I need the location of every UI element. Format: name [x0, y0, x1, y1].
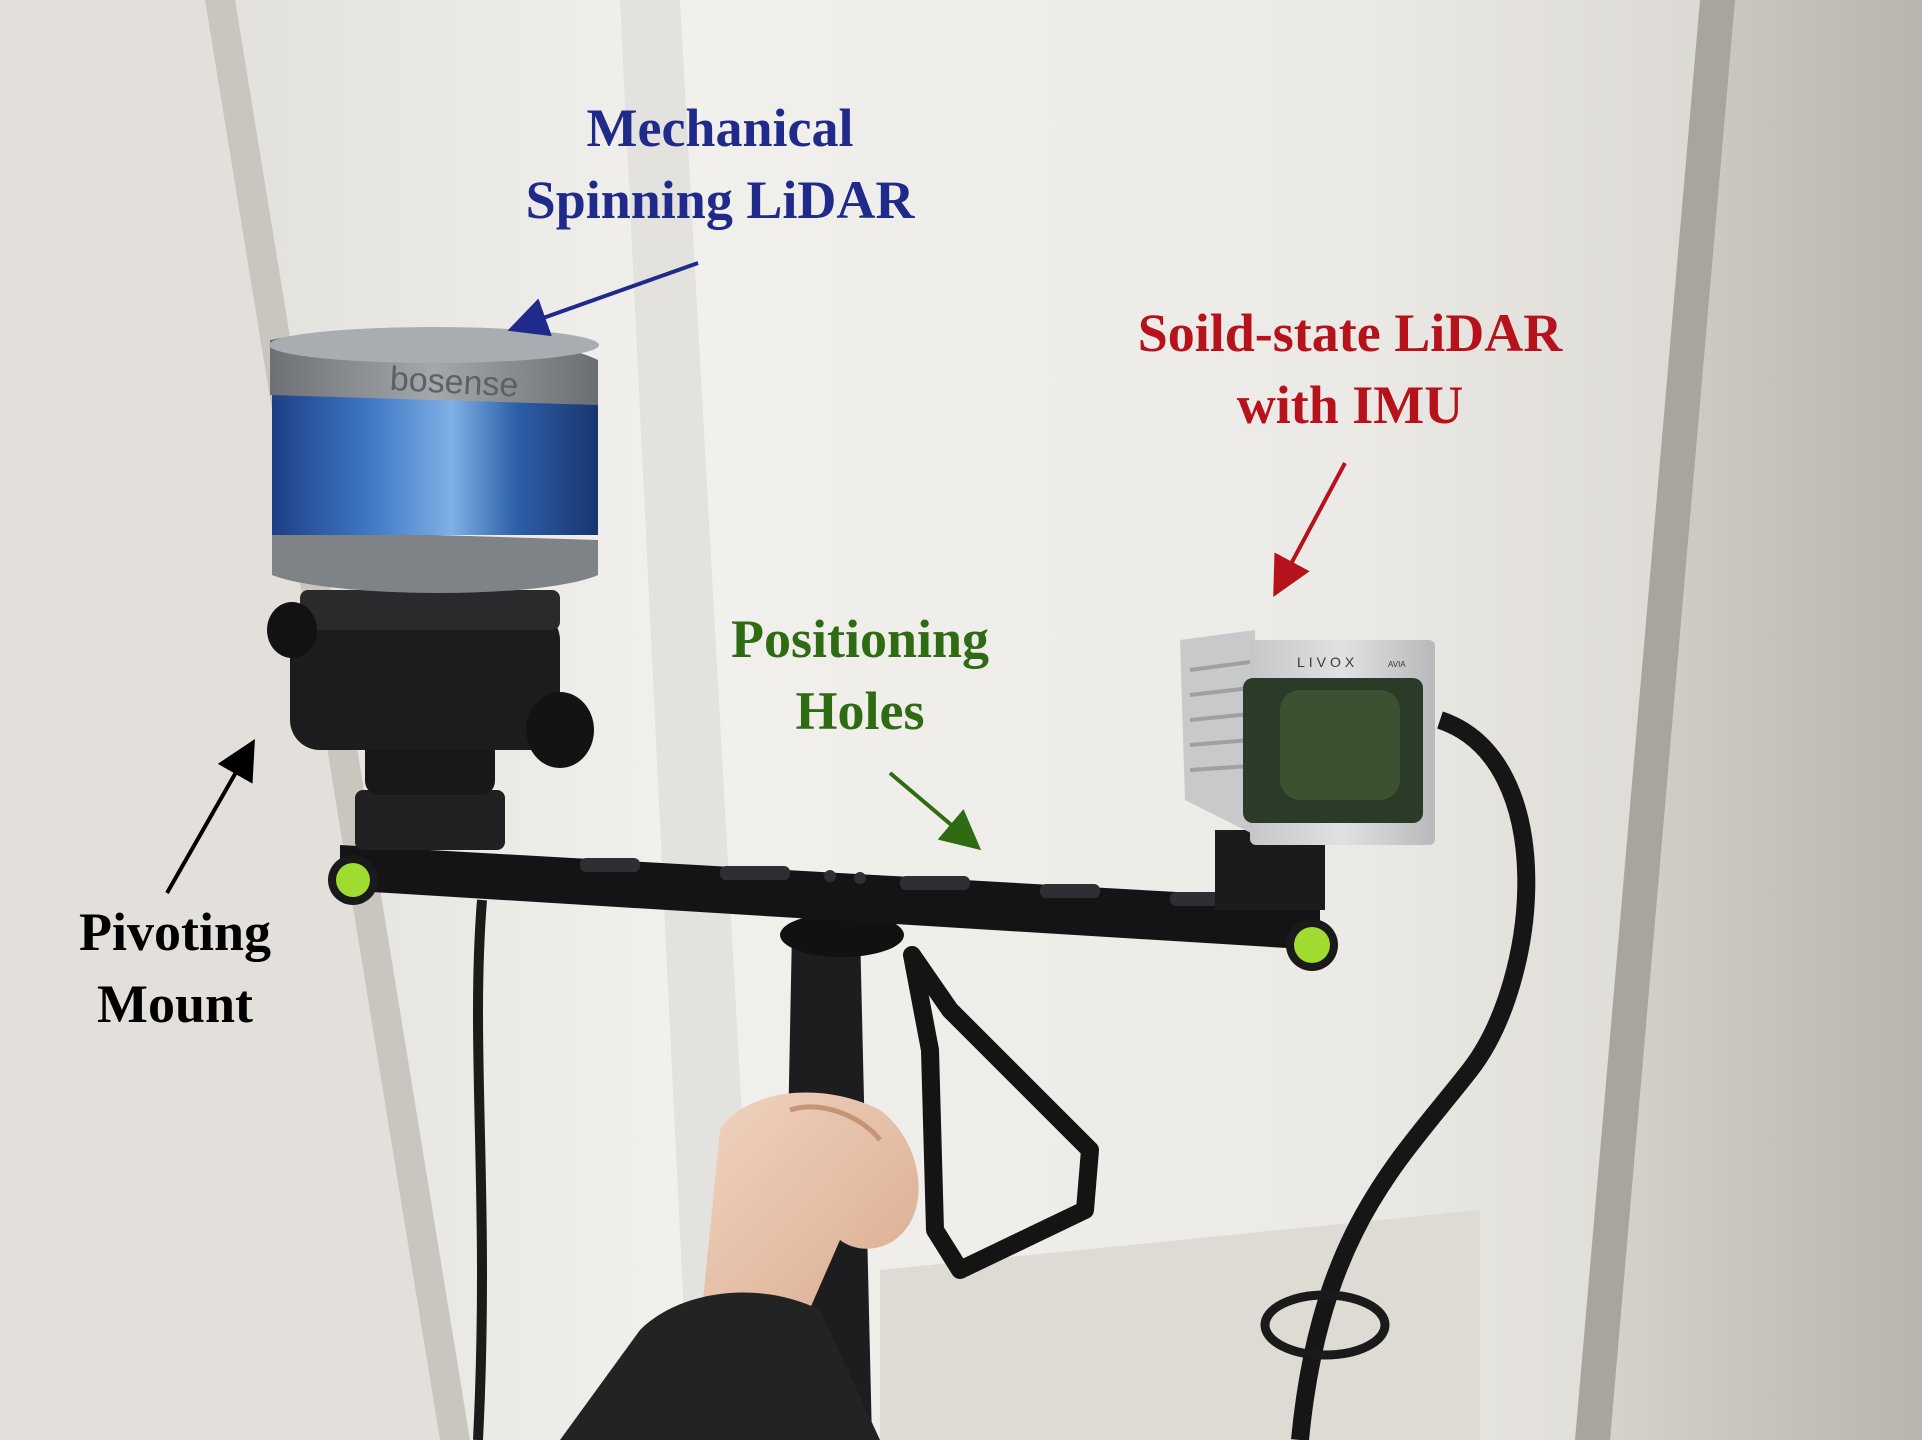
left-wall-panel	[0, 0, 450, 1440]
bubble-level-left	[328, 855, 378, 905]
pivoting-mount-arrow	[165, 739, 255, 894]
spinning-lidar-brand-text: bosense	[389, 360, 519, 405]
livox-window-reflection	[1280, 690, 1400, 800]
wall-corner-shadow	[620, 0, 760, 1440]
wrist-strap	[903, 946, 1099, 1279]
pivoting-mount-label: Pivoting Mount	[20, 896, 330, 1040]
mechanical-lidar-arrow	[507, 261, 699, 337]
positioning-holes-label: Positioning Holes	[640, 603, 1080, 747]
positioning-holes-label-line2: Holes	[795, 681, 925, 741]
livox-brand-text: LIVOX	[1297, 654, 1358, 670]
solid-state-lidar-arrow	[1273, 462, 1347, 598]
livox-model-text: AVIA	[1388, 660, 1406, 669]
finger-knuckles	[789, 1104, 882, 1142]
solid-state-lidar-label-line2: with IMU	[1236, 375, 1464, 435]
bubble-level-vial	[336, 863, 370, 897]
solid-state-lidar-label: Soild-state LiDAR with IMU	[1070, 297, 1630, 441]
right-door-edge	[1575, 0, 1735, 1440]
bar-hole	[720, 866, 790, 880]
mount-knob-left	[267, 602, 317, 658]
mount-top-plate	[300, 590, 560, 630]
positioning-holes-label-line1: Positioning	[730, 609, 990, 669]
bar-hole	[900, 876, 970, 890]
mount-base-plate	[355, 790, 505, 850]
right-door-panel	[1590, 0, 1922, 1440]
mechanical-lidar-label-line1: Mechanical	[586, 98, 854, 158]
spinning-lidar-device: bosense	[269, 327, 599, 594]
bar-hole	[1040, 884, 1100, 898]
cable-coil	[1260, 1290, 1390, 1360]
solid-state-lidar-label-line1: Soild-state LiDAR	[1137, 303, 1563, 363]
dark-sleeve	[560, 1292, 880, 1440]
pole-clamp	[780, 913, 904, 957]
lidar-bottom-ring	[272, 530, 598, 594]
pivoting-mount-label-line1: Pivoting	[78, 902, 271, 962]
pivoting-mount-label-line2: Mount	[96, 974, 253, 1034]
mount-head-body	[290, 610, 560, 750]
lidar-top-face	[269, 327, 599, 363]
bar-hole	[854, 872, 866, 884]
pivoting-mount	[267, 590, 594, 850]
bubble-level-right	[1286, 919, 1338, 971]
bar-hole	[580, 858, 640, 872]
solid-state-lidar-device: LIVOX AVIA	[1180, 630, 1435, 910]
lidar-lens-window	[272, 395, 598, 535]
positioning-holes-arrow	[888, 771, 982, 851]
bar-hole	[824, 870, 836, 882]
right-cable	[1291, 711, 1536, 1440]
livox-cooling-fins	[1189, 660, 1251, 772]
left-cable	[473, 899, 487, 1440]
mechanical-lidar-label: Mechanical Spinning LiDAR	[440, 92, 1000, 236]
bubble-level-vial	[1294, 927, 1330, 963]
hand	[700, 1092, 919, 1330]
livox-side-face	[1180, 630, 1255, 835]
mechanical-lidar-label-line2: Spinning LiDAR	[525, 170, 915, 230]
mount-knob-right	[526, 692, 594, 768]
